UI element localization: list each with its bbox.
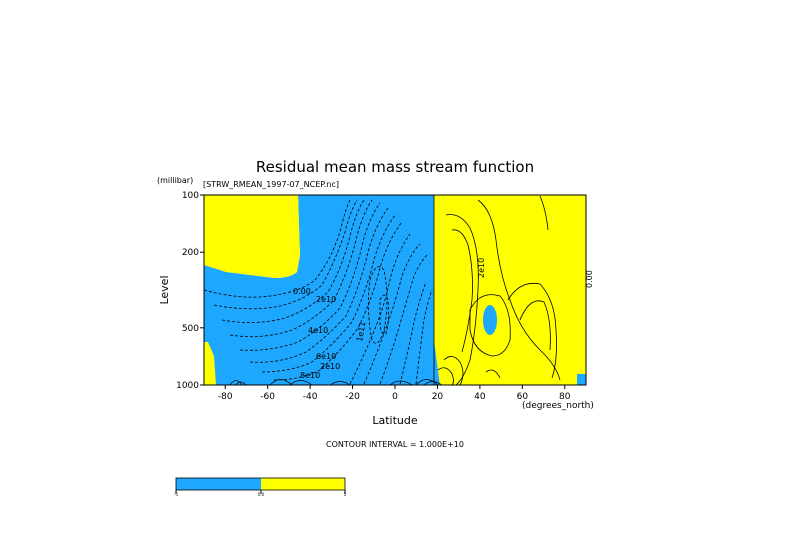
contour-label: 2e10 — [477, 258, 486, 278]
x-axis-label: Latitude — [372, 414, 418, 427]
x-tick-label: 60 — [517, 392, 529, 402]
y-axis-label: Level — [158, 275, 171, 304]
colorbar-negative — [176, 478, 261, 490]
y-unit-label: (millibar) — [157, 176, 193, 185]
x-tick-label: 80 — [559, 392, 571, 402]
contour-label: 6e10 — [316, 352, 336, 361]
positive-region — [434, 195, 586, 385]
contour-label: 0.00 — [585, 270, 594, 288]
chart-title: Residual mean mass stream function — [256, 158, 534, 176]
x-axis: -80 -60 -40 -20 0 20 40 60 80 — [218, 385, 571, 402]
x-tick-label: -40 — [303, 392, 318, 402]
x-tick-label: 0 — [392, 392, 398, 402]
contour-label: 8e10 — [300, 371, 320, 380]
colorbar-label: 5 — [344, 492, 347, 497]
x-unit-label: (degrees_north) — [522, 401, 594, 411]
y-axis: 100 200 500 1000 — [176, 191, 204, 391]
colorbar: -5 0.0 5 — [174, 477, 347, 497]
plot-area: 0.00 2e10 4e10 6e10 2e10 8e10 1e11 2e10 … — [203, 194, 594, 386]
contour-label: 2e10 — [320, 362, 340, 371]
x-tick-label: 20 — [432, 392, 444, 402]
x-tick-label: -80 — [218, 392, 233, 402]
chart-subtitle: [STRW_RMEAN_1997-07_NCEP.nc] — [203, 180, 339, 189]
negative-island — [483, 305, 497, 335]
contour-label: 1e11 — [355, 321, 367, 342]
y-tick-label: 500 — [182, 324, 199, 334]
y-tick-label: 100 — [182, 191, 199, 201]
x-tick-label: -20 — [345, 392, 360, 402]
positive-region-nw — [204, 195, 300, 278]
contour-label: 2e10 — [316, 295, 336, 304]
y-tick-label: 1000 — [176, 381, 199, 391]
colorbar-label: 0.0 — [258, 492, 265, 497]
x-tick-label: -60 — [260, 392, 275, 402]
contour-interval-text: CONTOUR INTERVAL = 1.000E+10 — [326, 440, 464, 449]
y-tick-label: 200 — [182, 248, 199, 258]
colorbar-positive — [261, 478, 345, 490]
x-tick-label: 40 — [474, 392, 486, 402]
contour-label: 0.00 — [293, 287, 311, 296]
colorbar-label: -5 — [174, 492, 178, 497]
contour-label: 4e10 — [308, 326, 328, 335]
